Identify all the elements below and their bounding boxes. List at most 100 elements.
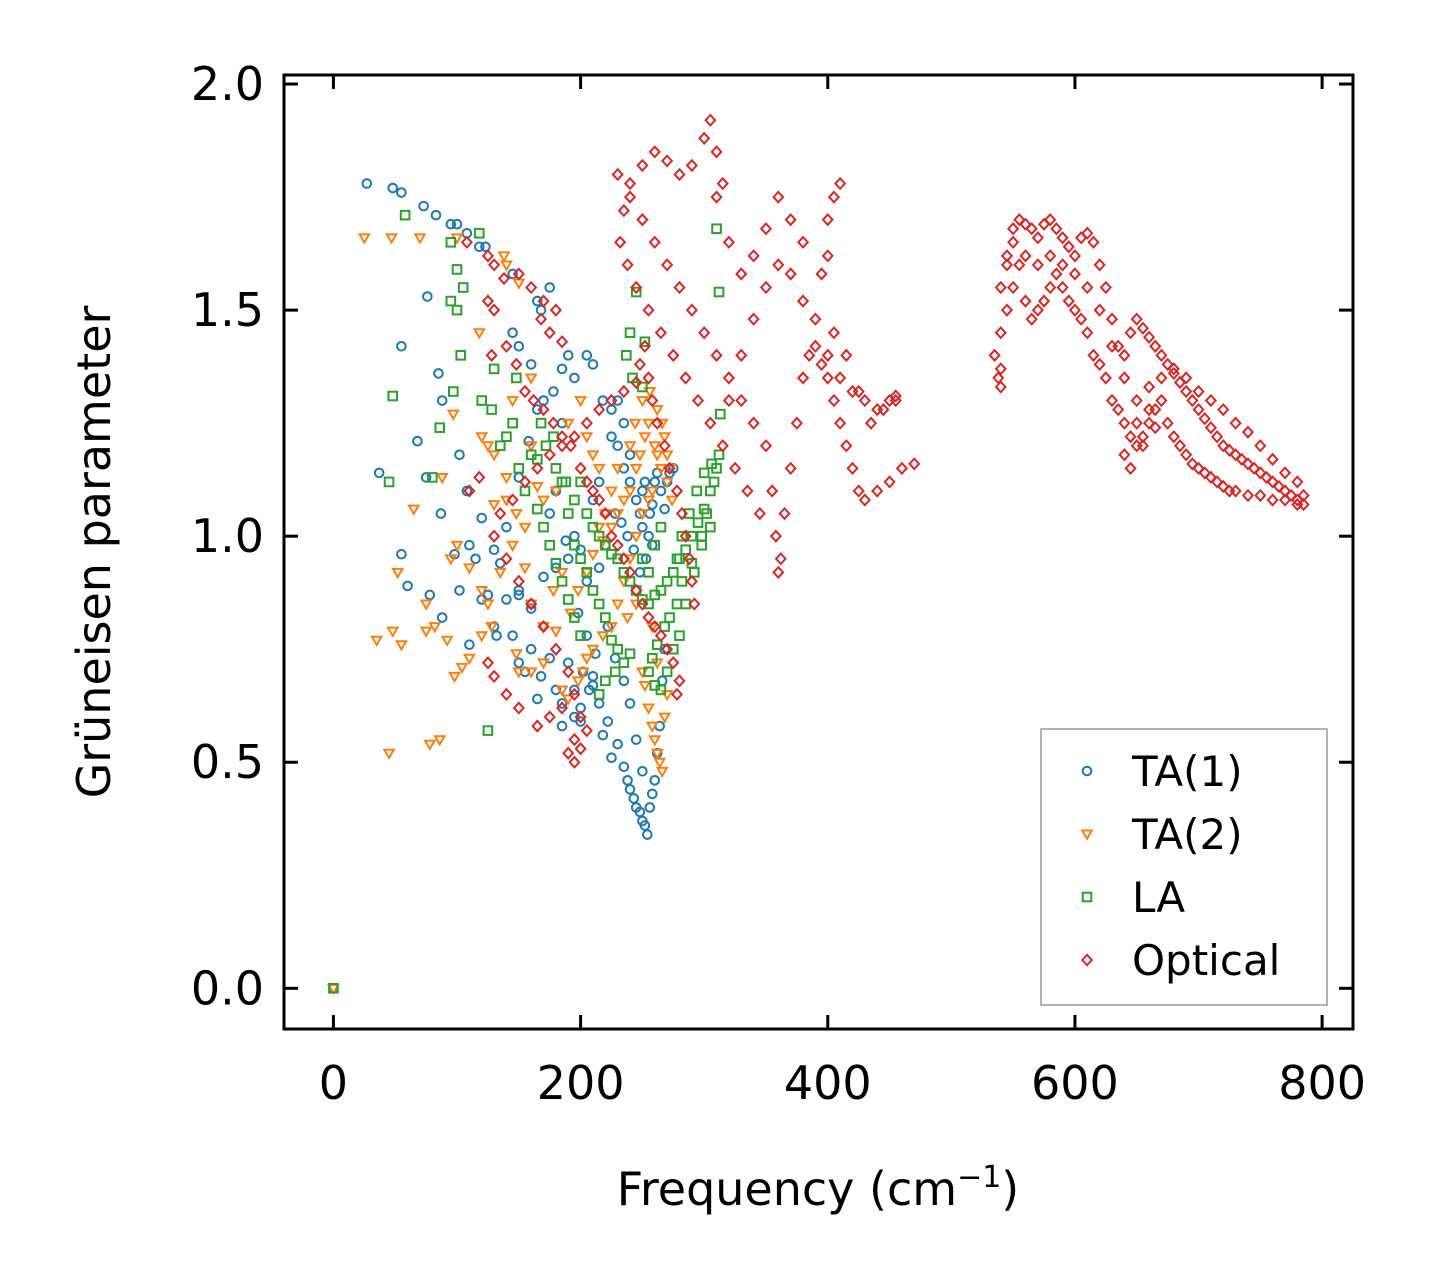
- data-point: [592, 463, 606, 476]
- y-tick-label: 1.0: [191, 509, 264, 563]
- data-point: [391, 567, 405, 580]
- data-point: [661, 642, 674, 656]
- data-point: [445, 218, 457, 230]
- data-point: [612, 395, 623, 406]
- data-point: [1025, 222, 1038, 236]
- axis-ticks-layer: 0 200 400 600 800 0.0 0.5 1.0 1.5 2.0: [191, 57, 1366, 1110]
- data-point: [540, 440, 552, 452]
- data-point: [450, 540, 464, 552]
- data-point: [716, 176, 729, 191]
- data-point: [518, 384, 532, 399]
- data-point: [537, 402, 550, 417]
- data-point: [419, 599, 433, 611]
- data-point: [501, 431, 512, 443]
- data-point: [747, 312, 760, 326]
- data-point: [871, 402, 884, 417]
- data-point: [532, 693, 543, 705]
- data-point: [569, 372, 580, 384]
- data-point: [1235, 452, 1248, 466]
- data-point: [445, 295, 457, 307]
- data-point: [638, 339, 651, 353]
- data-point: [1075, 312, 1088, 326]
- data-point: [532, 404, 543, 415]
- data-point: [525, 643, 537, 655]
- data-point: [679, 529, 692, 543]
- data-point: [497, 251, 511, 263]
- y-tick-label: 2.0: [191, 57, 264, 111]
- data-point: [784, 267, 797, 281]
- data-point: [606, 431, 617, 443]
- data-point: [624, 327, 636, 339]
- data-point: [988, 348, 1001, 362]
- data-point: [1161, 357, 1174, 372]
- data-point: [569, 711, 580, 723]
- data-point: [506, 396, 520, 408]
- data-point: [433, 368, 444, 379]
- data-point: [827, 326, 841, 340]
- data-point: [446, 409, 460, 421]
- legend-label-la: LA: [1132, 873, 1185, 922]
- data-point: [1180, 371, 1193, 385]
- data-point: [609, 666, 621, 678]
- data-point: [481, 249, 494, 263]
- data-point: [556, 576, 568, 587]
- data-point: [1093, 303, 1106, 317]
- data-point: [654, 629, 668, 643]
- data-point: [562, 594, 574, 605]
- data-point: [1124, 326, 1137, 340]
- data-point: [476, 512, 488, 524]
- data-point: [580, 723, 593, 738]
- data-point: [994, 280, 1007, 295]
- data-point: [1118, 371, 1131, 385]
- data-point: [481, 599, 495, 611]
- data-point: [628, 418, 642, 430]
- data-point: [1223, 443, 1236, 457]
- data-point: [821, 249, 834, 263]
- data-point: [1143, 402, 1156, 417]
- data-point: [612, 738, 623, 750]
- data-point: [1167, 430, 1180, 444]
- data-point: [427, 472, 438, 483]
- data-point: [633, 450, 647, 462]
- data-point: [685, 158, 698, 173]
- data-point: [655, 684, 667, 696]
- data-point: [1019, 249, 1032, 263]
- data-point: [670, 687, 684, 702]
- data-point: [543, 326, 556, 340]
- data-point: [470, 553, 481, 565]
- data-point: [494, 506, 507, 521]
- data-point: [704, 416, 717, 430]
- data-point: [485, 348, 498, 362]
- data-point: [701, 508, 712, 519]
- data-point: [454, 449, 465, 461]
- data-point: [655, 485, 667, 497]
- data-point: [661, 666, 673, 678]
- data-point: [790, 416, 803, 430]
- data-point: [597, 729, 609, 741]
- data-point: [561, 694, 575, 706]
- data-point: [646, 652, 658, 664]
- data-point: [494, 440, 506, 452]
- data-point: [418, 200, 429, 212]
- data-point: [624, 476, 636, 488]
- data-point: [556, 476, 568, 488]
- data-point: [617, 495, 631, 507]
- data-point: [445, 236, 457, 248]
- data-point: [1087, 235, 1100, 249]
- data-point: [428, 622, 442, 634]
- data-point: [772, 565, 785, 579]
- data-point: [663, 463, 677, 476]
- data-point: [821, 348, 834, 362]
- data-point: [1217, 479, 1230, 494]
- data-point: [562, 746, 575, 760]
- data-point: [895, 461, 909, 475]
- data-point: [451, 264, 463, 275]
- data-point: [661, 258, 674, 272]
- data-point: [475, 432, 489, 444]
- data-point: [556, 720, 568, 732]
- data-point: [394, 640, 408, 652]
- data-point: [531, 719, 544, 733]
- data-point: [1118, 348, 1131, 362]
- data-point: [889, 389, 902, 403]
- data-point: [722, 371, 735, 385]
